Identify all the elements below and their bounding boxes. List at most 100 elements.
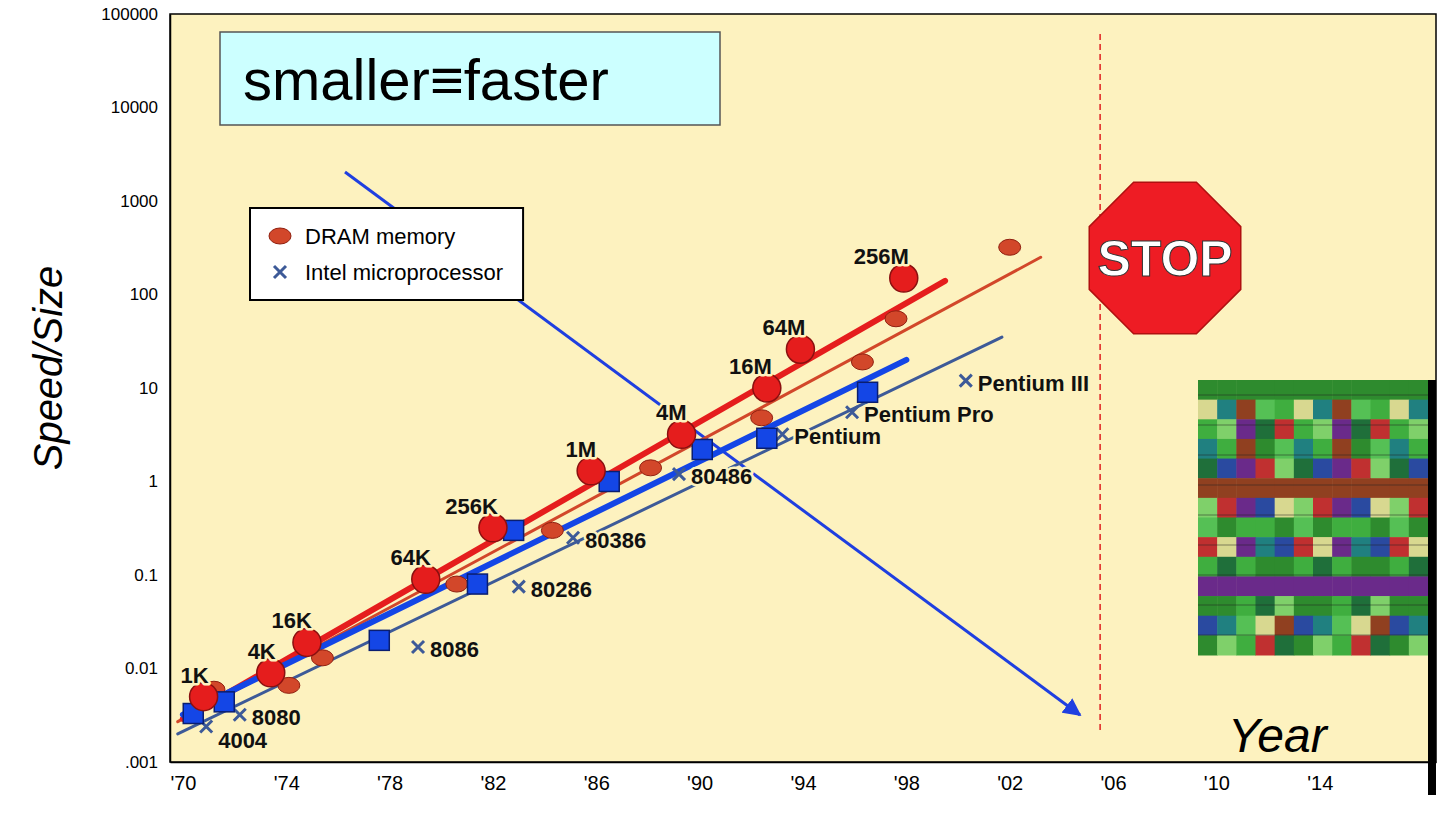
die-cell xyxy=(1313,419,1333,439)
die-cell xyxy=(1294,537,1314,557)
y-tick: 100000 xyxy=(101,5,170,24)
y-tick: 100 xyxy=(130,285,170,304)
die-cell xyxy=(1371,518,1391,538)
point-label: 16K xyxy=(272,608,312,633)
die-cell xyxy=(1351,616,1371,636)
die-cell xyxy=(1313,596,1333,616)
die-cell xyxy=(1409,596,1429,616)
point-label: Pentium Pro xyxy=(864,402,994,427)
die-cell xyxy=(1198,439,1218,459)
die-cell xyxy=(1313,537,1333,557)
die-cell xyxy=(1217,518,1237,538)
x-tick: '02 xyxy=(997,762,1023,794)
die-cell xyxy=(1236,557,1256,577)
point-square xyxy=(467,574,487,594)
die-cell xyxy=(1390,635,1410,655)
die-cell xyxy=(1332,419,1352,439)
die-cell xyxy=(1236,419,1256,439)
die-cell xyxy=(1256,380,1276,400)
x-tick-label: '94 xyxy=(790,772,816,794)
stop-sign: STOP xyxy=(1089,182,1241,334)
die-cell xyxy=(1371,419,1391,439)
die-cell xyxy=(1198,596,1218,616)
die-cell xyxy=(1217,400,1237,420)
die-cell xyxy=(1371,557,1391,577)
die-cell xyxy=(1217,459,1237,479)
legend-label: DRAM memory xyxy=(305,224,455,249)
die-cell xyxy=(1390,576,1410,596)
y-tick-label: 10 xyxy=(139,379,158,398)
die-cell xyxy=(1275,576,1295,596)
x-tick: '94 xyxy=(790,762,816,794)
point-x xyxy=(513,581,525,593)
die-cell xyxy=(1217,419,1237,439)
y-tick-label: 0.01 xyxy=(125,659,158,678)
die-cell xyxy=(1275,518,1295,538)
die-cell xyxy=(1390,478,1410,498)
x-tick: '70 xyxy=(170,762,196,794)
die-cell xyxy=(1275,596,1295,616)
die-cell xyxy=(1236,478,1256,498)
x-axis: '70'74'78'82'86'90'94'98'02'06'10'14 xyxy=(170,762,1436,794)
die-cell xyxy=(1198,557,1218,577)
x-axis-title: Year xyxy=(1228,709,1329,762)
die-cell xyxy=(1294,616,1314,636)
die-cell xyxy=(1313,635,1333,655)
point-square xyxy=(692,439,712,459)
x-tick-label: '78 xyxy=(377,772,403,794)
die-cell xyxy=(1351,518,1371,538)
die-cell xyxy=(1275,557,1295,577)
die-cell xyxy=(1371,576,1391,596)
y-tick-label: 0.1 xyxy=(134,566,158,585)
legend-marker xyxy=(274,266,286,278)
die-cell xyxy=(1390,537,1410,557)
die-cell xyxy=(1294,400,1314,420)
die-cell xyxy=(1256,616,1276,636)
trend-line xyxy=(178,257,1041,721)
die-trace xyxy=(1198,485,1428,486)
die-cell xyxy=(1409,635,1429,655)
die-cell xyxy=(1390,616,1410,636)
die-cell xyxy=(1236,576,1256,596)
die-cell xyxy=(1294,518,1314,538)
die-cell xyxy=(1390,400,1410,420)
die-cell xyxy=(1332,557,1352,577)
die-cell xyxy=(1332,380,1352,400)
plot-frame xyxy=(170,14,1436,762)
trend-line xyxy=(178,337,1002,734)
die-cell xyxy=(1371,537,1391,557)
die-cell xyxy=(1409,400,1429,420)
die-cell xyxy=(1294,557,1314,577)
die-cell xyxy=(1256,576,1276,596)
die-cell xyxy=(1198,419,1218,439)
die-cell xyxy=(1275,419,1295,439)
die-cell xyxy=(1236,537,1256,557)
die-cell xyxy=(1313,400,1333,420)
die-cell xyxy=(1390,557,1410,577)
point-label: 64K xyxy=(390,545,430,570)
die-cell xyxy=(1275,537,1295,557)
die-cell xyxy=(1409,537,1429,557)
y-tick-label: 10000 xyxy=(111,98,158,117)
die-cell xyxy=(1256,557,1276,577)
chip-die-image xyxy=(1198,380,1436,795)
point-label: 80486 xyxy=(691,464,752,489)
die-cell xyxy=(1332,478,1352,498)
die-cell xyxy=(1217,616,1237,636)
point-x xyxy=(776,428,788,440)
stop-octagon xyxy=(1089,182,1241,334)
die-trace xyxy=(1198,575,1428,576)
die-cell xyxy=(1256,518,1276,538)
die-cell xyxy=(1332,518,1352,538)
y-tick: 0.01 xyxy=(125,659,170,678)
die-cell xyxy=(1371,400,1391,420)
point-label: 8080 xyxy=(252,705,301,730)
point-label: 1K xyxy=(180,663,208,688)
die-cell xyxy=(1351,596,1371,616)
die-cell xyxy=(1294,576,1314,596)
x-tick: '90 xyxy=(687,762,713,794)
die-cell xyxy=(1351,576,1371,596)
point-ellipse xyxy=(640,460,662,476)
die-cell xyxy=(1371,616,1391,636)
point-x xyxy=(846,406,858,418)
